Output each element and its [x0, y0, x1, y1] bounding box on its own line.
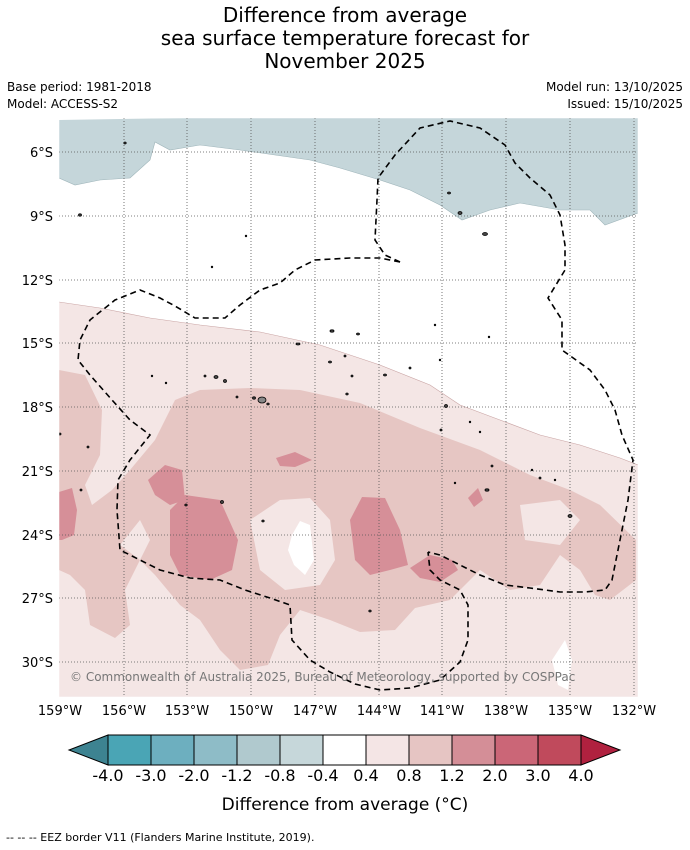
issued-date: Issued: 15/10/2025: [567, 97, 683, 111]
colorbar-segment: [365, 734, 410, 766]
lon-label: 135°W: [548, 704, 592, 719]
lon-label: 150°W: [229, 704, 273, 719]
colorbar-tick-label: 3.0: [525, 766, 551, 785]
lon-label: 153°W: [165, 704, 209, 719]
colorbar-title: Difference from average (°C): [221, 795, 469, 815]
lat-axis: 6°S 9°S 12°S 15°S 18°S 21°S 24°S 27°S 30…: [22, 146, 53, 671]
cool-anomaly-region: [59, 118, 638, 225]
copyright-notice: © Commonwealth of Australia 2025, Bureau…: [70, 670, 575, 684]
eez-borders: [77, 120, 634, 691]
lon-axis: 159°W 156°W 153°W 150°W 147°W 144°W 141°…: [38, 704, 656, 719]
warm-anomaly-region-1: [59, 370, 636, 670]
colorbar-tick-label: -0.4: [307, 766, 339, 785]
colorbar-segment: [150, 734, 195, 766]
lon-label: 156°W: [102, 704, 146, 719]
lat-label: 18°S: [22, 401, 53, 416]
lon-label: 138°W: [484, 704, 528, 719]
colorbar-tick-label: 1.2: [439, 766, 465, 785]
lat-label: 21°S: [22, 465, 53, 480]
colorbar-tick-label: 4.0: [568, 766, 594, 785]
colorbar-segment: [193, 734, 238, 766]
lat-label: 9°S: [30, 210, 53, 225]
title-line-1: Difference from average: [222, 3, 468, 27]
map-area: © Commonwealth of Australia 2025, Bureau…: [59, 118, 638, 697]
lon-label: 159°W: [38, 704, 82, 719]
title-line-2: sea surface temperature forecast for: [160, 26, 530, 50]
colorbar-segment: [494, 734, 539, 766]
colorbar-extend-high: [580, 734, 622, 766]
colorbar-tick-label: -2.0: [178, 766, 210, 785]
lat-label: 27°S: [22, 592, 53, 607]
colorbar-segment: [279, 734, 324, 766]
colorbar-segment: [107, 734, 152, 766]
colorbar-tick-label: 0.8: [396, 766, 422, 785]
graticule: [59, 118, 638, 697]
colorbar-tick-label: -0.8: [264, 766, 296, 785]
lon-label: 141°W: [420, 704, 464, 719]
colorbar-tick-label: 0.4: [353, 766, 379, 785]
colorbar: [67, 734, 622, 766]
lon-label: 132°W: [612, 704, 656, 719]
title-line-3: November 2025: [264, 49, 426, 73]
colorbar-tick-label: -1.2: [221, 766, 253, 785]
lat-label: 24°S: [22, 529, 53, 544]
model-run: Model run: 13/10/2025: [545, 80, 683, 94]
colorbar-segment: [451, 734, 496, 766]
warm-anomaly-region-2: [170, 495, 238, 580]
colorbar-extend-low: [67, 734, 109, 766]
model-name: Model: ACCESS-S2: [7, 97, 119, 111]
lat-label: 30°S: [22, 656, 53, 671]
lat-label: 12°S: [22, 274, 53, 289]
lat-label: 15°S: [22, 337, 53, 352]
colorbar-segment: [236, 734, 281, 766]
lat-label: 6°S: [30, 146, 53, 161]
lon-label: 144°W: [357, 704, 401, 719]
neutral-pocket: [288, 521, 314, 575]
colorbar-segment: [322, 734, 367, 766]
colorbar-tick-label: -3.0: [135, 766, 167, 785]
base-period: Base period: 1981-2018: [7, 80, 152, 94]
colorbar-tick-label: -4.0: [92, 766, 124, 785]
colorbar-tick-label: 2.0: [482, 766, 508, 785]
lon-label: 147°W: [293, 704, 337, 719]
colorbar-segment: [408, 734, 453, 766]
islands: [59, 141, 573, 613]
colorbar-segment: [537, 734, 582, 766]
eez-legend-note: -- -- -- EEZ border V11 (Flanders Marine…: [6, 831, 315, 844]
